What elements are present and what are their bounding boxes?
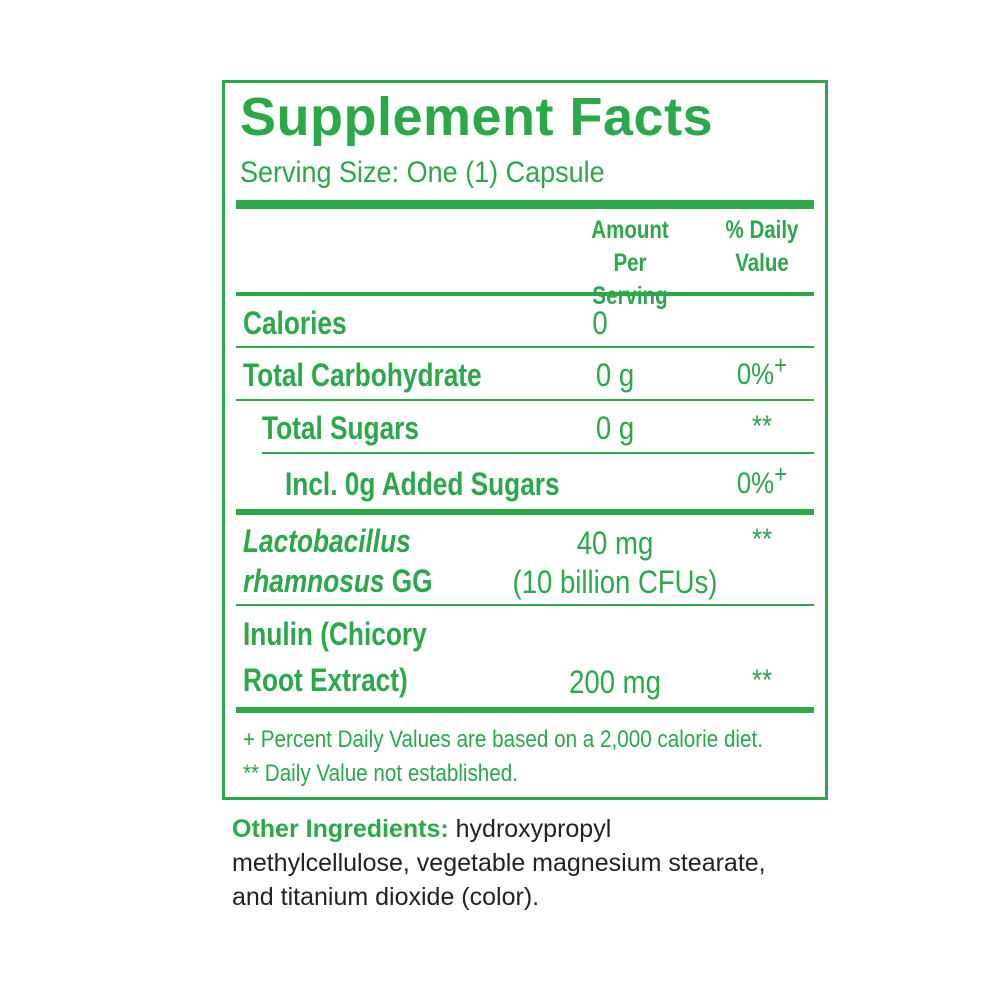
rule bbox=[236, 604, 814, 606]
footnote-mark: + bbox=[774, 459, 788, 489]
other-ingredients-label: Other Ingredients: bbox=[232, 815, 449, 843]
row-amount: 200 mg bbox=[569, 664, 661, 700]
thick-rule bbox=[236, 707, 814, 713]
row-daily-value: ** bbox=[751, 410, 773, 443]
row-label: rhamnosus GG bbox=[243, 559, 433, 603]
row-amount: 40 mg bbox=[576, 525, 654, 561]
other-ingredients: Other Ingredients: hydroxypropyl methylc… bbox=[232, 812, 792, 914]
daily-value: 0% bbox=[736, 358, 775, 391]
column-header: Amount Per Serving bbox=[591, 216, 669, 310]
row-label: Lactobacillus bbox=[243, 523, 411, 559]
row-label: Total Sugars bbox=[262, 410, 419, 446]
row-daily-value: 0%+ bbox=[719, 350, 805, 392]
row-label: Root Extract) bbox=[243, 662, 408, 698]
rule bbox=[236, 399, 814, 401]
row-amount: 0 g bbox=[595, 410, 635, 446]
row-label: Total Carbohydrate bbox=[243, 357, 482, 393]
thick-rule bbox=[236, 509, 814, 515]
row-label-italic: rhamnosus bbox=[243, 563, 385, 599]
title: Supplement Facts bbox=[240, 87, 714, 147]
row-amount: 0 bbox=[592, 305, 608, 341]
row-label: Calories bbox=[243, 305, 347, 341]
row-label: Incl. 0g Added Sugars bbox=[285, 466, 560, 502]
serving-size: Serving Size: One (1) Capsule bbox=[240, 156, 605, 189]
row-daily-value: 0%+ bbox=[719, 459, 805, 501]
rule bbox=[236, 292, 814, 296]
row-amount: 0 g bbox=[595, 357, 635, 393]
footnote: + Percent Daily Values are based on a 2,… bbox=[243, 726, 763, 753]
footnote: ** Daily Value not established. bbox=[243, 760, 518, 787]
row-amount: (10 billion CFUs) bbox=[512, 564, 718, 600]
rule bbox=[236, 346, 814, 348]
other-ingredients-text: hydroxypropyl methylcellulose, vegetable… bbox=[232, 815, 766, 911]
footnote-mark: + bbox=[774, 350, 788, 380]
row-daily-value: ** bbox=[751, 664, 773, 697]
column-header: % Daily Value bbox=[725, 216, 799, 277]
daily-value: 0% bbox=[736, 467, 775, 500]
row-label: Inulin (Chicory bbox=[243, 616, 427, 652]
row-daily-value: ** bbox=[751, 523, 773, 556]
row-label-suffix: GG bbox=[391, 563, 433, 599]
facts-box bbox=[222, 80, 828, 800]
rule bbox=[262, 452, 814, 454]
thick-rule bbox=[236, 200, 814, 209]
